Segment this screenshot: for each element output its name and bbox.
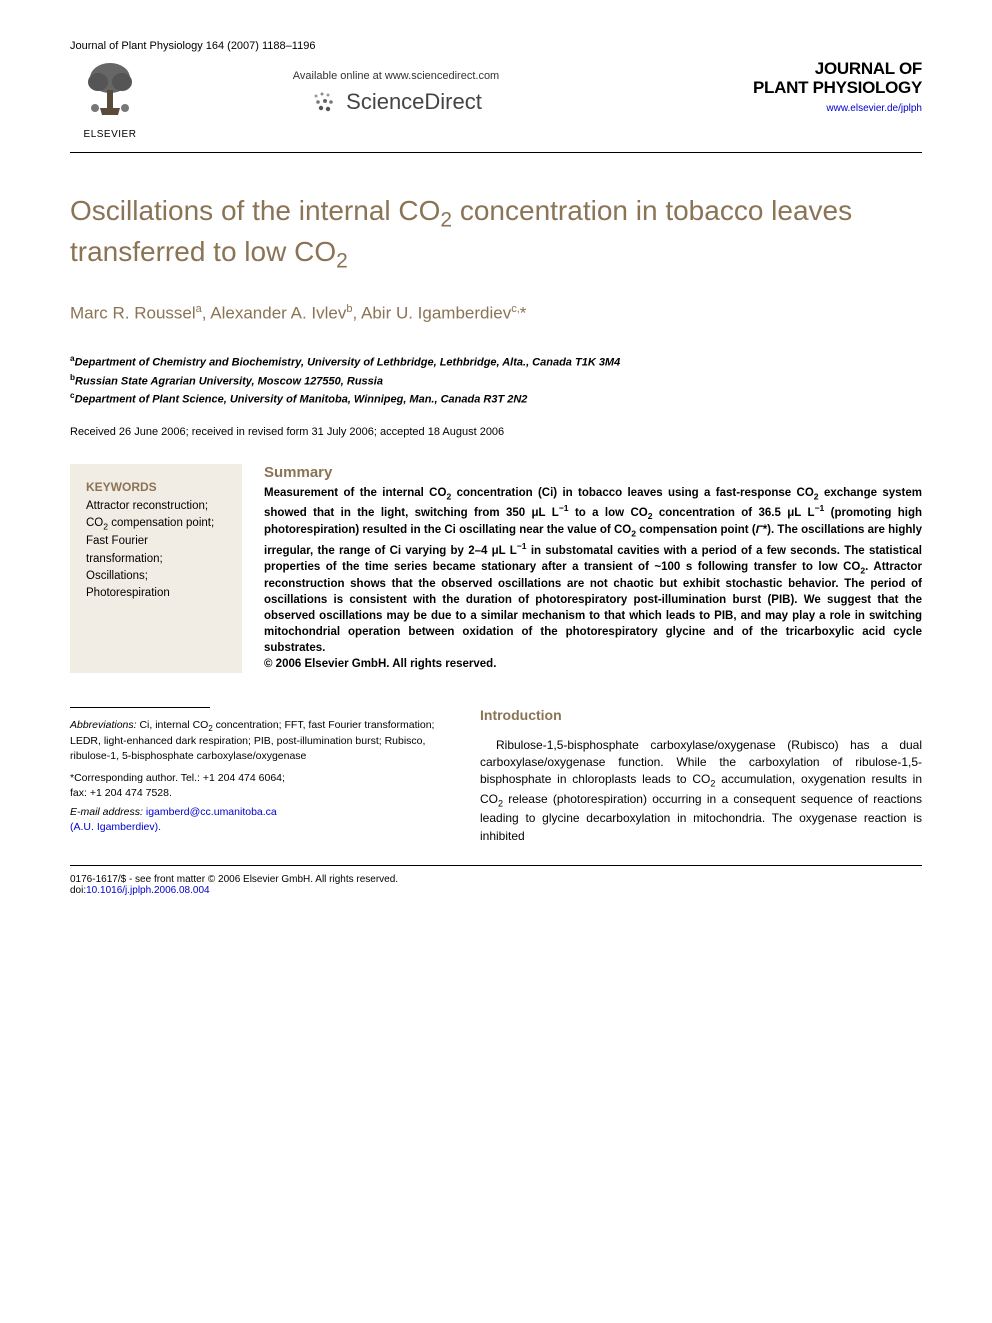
citation-line: Journal of Plant Physiology 164 (2007) 1…	[70, 40, 922, 52]
doi-line: doi:10.1016/j.jplph.2006.08.004	[70, 885, 922, 896]
doi-link[interactable]: 10.1016/j.jplph.2006.08.004	[86, 885, 209, 896]
sciencedirect-brand-text: ScienceDirect	[346, 89, 482, 115]
email-link[interactable]: igamberd@cc.umanitoba.ca	[146, 806, 277, 818]
journal-title-l2: PLANT PHYSIOLOGY	[753, 78, 922, 97]
corresponding-author: *Corresponding author. Tel.: +1 204 474 …	[70, 771, 440, 786]
bottom-meta: 0176-1617/$ - see front matter © 2006 El…	[70, 874, 922, 896]
lower-columns: Abbreviations: Ci, internal CO2 concentr…	[70, 707, 922, 845]
email-attribution-text: (A.U. Igamberdiev).	[70, 821, 161, 833]
summary-body: Measurement of the internal CO2 concentr…	[264, 485, 922, 673]
email-label: E-mail address:	[70, 806, 143, 818]
affiliations-block: aDepartment of Chemistry and Biochemistr…	[70, 353, 922, 407]
article-title: Oscillations of the internal CO2 concent…	[70, 193, 922, 275]
sciencedirect-dots-icon	[310, 88, 338, 116]
journal-url-link[interactable]: www.elsevier.de/jplph	[642, 103, 922, 114]
introduction-column: Introduction Ribulose-1,5-bisphosphate c…	[480, 707, 922, 845]
journal-title: JOURNAL OF PLANT PHYSIOLOGY	[642, 60, 922, 97]
elsevier-logo-block: ELSEVIER	[70, 60, 150, 140]
header-row: ELSEVIER Available online at www.science…	[70, 60, 922, 140]
article-dates: Received 26 June 2006; received in revis…	[70, 426, 922, 438]
email-block: E-mail address: igamberd@cc.umanitoba.ca	[70, 805, 440, 820]
available-online-text: Available online at www.sciencedirect.co…	[150, 70, 642, 82]
sciencedirect-block: Available online at www.sciencedirect.co…	[150, 60, 642, 121]
bottom-divider	[70, 865, 922, 866]
affiliation-c: cDepartment of Plant Science, University…	[70, 390, 922, 408]
abbrev-label: Abbreviations:	[70, 719, 137, 731]
summary-column: Summary Measurement of the internal CO2 …	[264, 464, 922, 673]
affiliation-b: bRussian State Agrarian University, Mosc…	[70, 372, 922, 390]
fax-line: fax: +1 204 474 7528.	[70, 786, 440, 801]
sciencedirect-logo: ScienceDirect	[310, 88, 482, 116]
summary-heading: Summary	[264, 464, 922, 481]
elsevier-label: ELSEVIER	[70, 129, 150, 140]
affiliation-a: aDepartment of Chemistry and Biochemistr…	[70, 353, 922, 371]
keywords-list: Attractor reconstruction;CO2 compensatio…	[86, 498, 226, 602]
introduction-heading: Introduction	[480, 707, 922, 723]
doi-label: doi:	[70, 885, 86, 896]
elsevier-tree-icon	[80, 60, 140, 120]
keywords-heading: KEYWORDS	[86, 478, 226, 496]
email-attribution: (A.U. Igamberdiev).	[70, 820, 440, 835]
footnotes-column: Abbreviations: Ci, internal CO2 concentr…	[70, 707, 440, 845]
abbreviations-block: Abbreviations: Ci, internal CO2 concentr…	[70, 718, 440, 765]
front-matter-line: 0176-1617/$ - see front matter © 2006 El…	[70, 874, 922, 885]
header-divider	[70, 152, 922, 153]
authors-line: Marc R. Roussela, Alexander A. Ivlevb, A…	[70, 303, 922, 324]
introduction-body: Ribulose-1,5-bisphosphate carboxylase/ox…	[480, 737, 922, 845]
footnote-rule	[70, 707, 210, 708]
journal-block: JOURNAL OF PLANT PHYSIOLOGY www.elsevier…	[642, 60, 922, 114]
keywords-summary-row: KEYWORDS Attractor reconstruction;CO2 co…	[70, 464, 922, 673]
keywords-box: KEYWORDS Attractor reconstruction;CO2 co…	[70, 464, 242, 673]
journal-title-l1: JOURNAL OF	[815, 59, 922, 78]
